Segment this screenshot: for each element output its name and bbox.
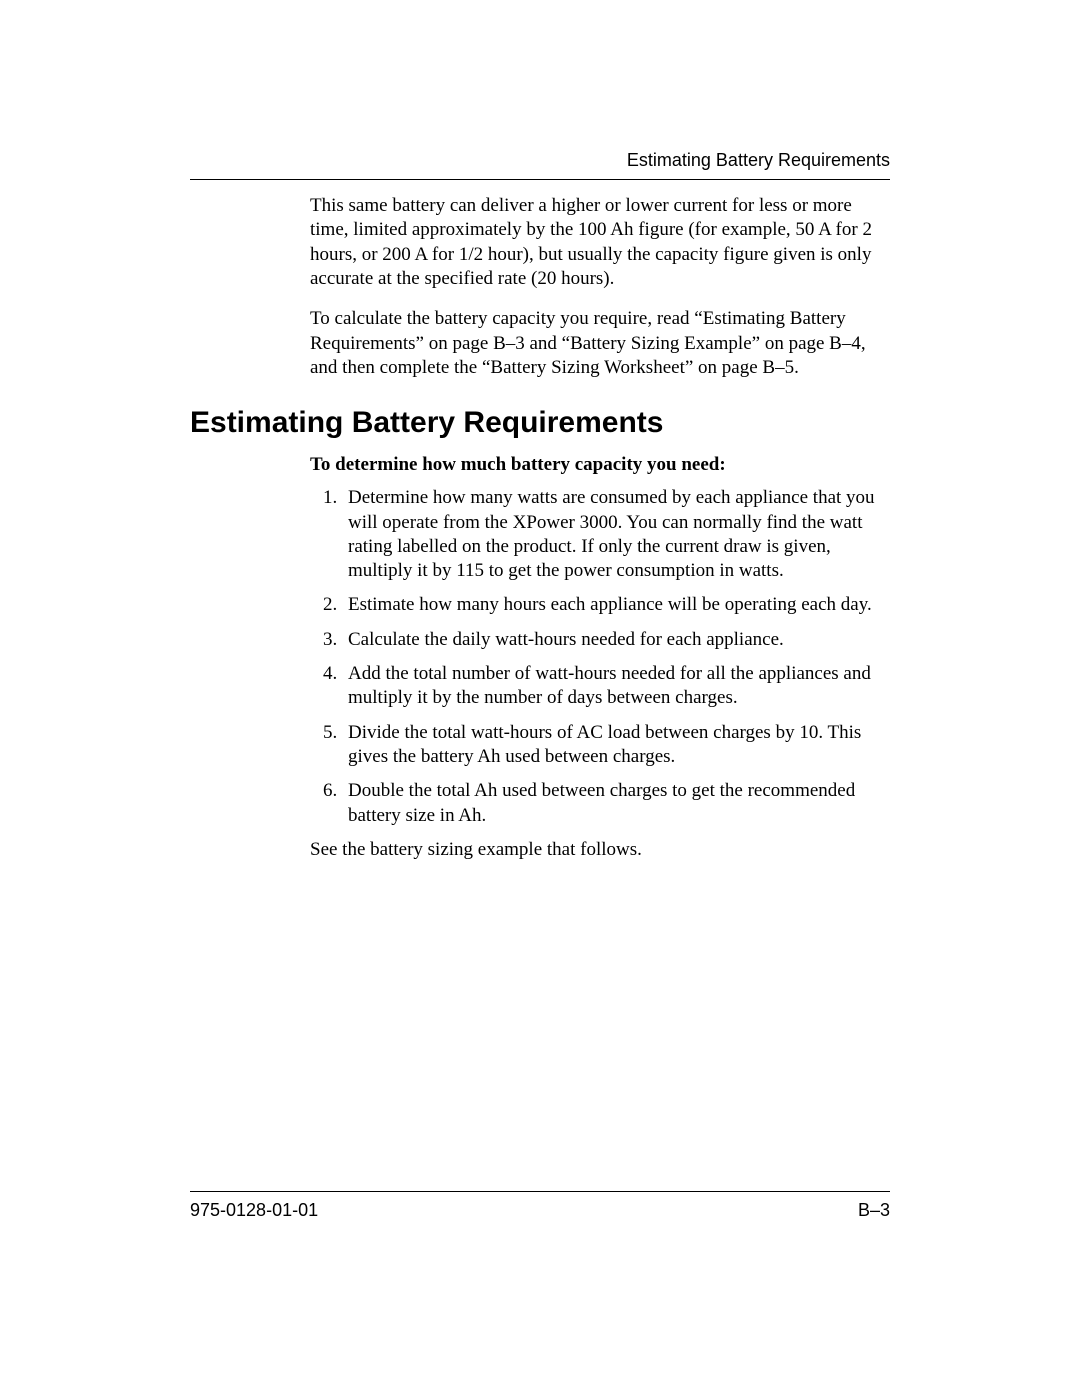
steps-list: Determine how many watts are consumed by…	[336, 486, 890, 828]
doc-number: 975-0128-01-01	[190, 1200, 318, 1221]
page: Estimating Battery Requirements This sam…	[0, 0, 1080, 1397]
footer-row: 975-0128-01-01 B–3	[190, 1200, 890, 1221]
header-rule	[190, 179, 890, 180]
step-item: Add the total number of watt-hours neede…	[342, 662, 890, 711]
intro-para-1: This same battery can deliver a higher o…	[310, 194, 890, 291]
step-item: Determine how many watts are consumed by…	[342, 486, 890, 583]
step-item: Calculate the daily watt-hours needed fo…	[342, 628, 890, 652]
lead-in: To determine how much battery capacity y…	[310, 454, 890, 476]
running-head: Estimating Battery Requirements	[190, 150, 890, 171]
page-footer: 975-0128-01-01 B–3	[190, 1191, 890, 1221]
step-item: Estimate how many hours each appliance w…	[342, 593, 890, 617]
section-heading: Estimating Battery Requirements	[190, 406, 890, 440]
body-column: This same battery can deliver a higher o…	[310, 194, 890, 380]
footer-rule	[190, 1191, 890, 1192]
closing-para: See the battery sizing example that foll…	[310, 838, 890, 862]
intro-para-2: To calculate the battery capacity you re…	[310, 307, 890, 380]
section-body: To determine how much battery capacity y…	[310, 454, 890, 862]
step-item: Double the total Ah used between charges…	[342, 779, 890, 828]
step-item: Divide the total watt-hours of AC load b…	[342, 721, 890, 770]
page-number: B–3	[858, 1200, 890, 1221]
